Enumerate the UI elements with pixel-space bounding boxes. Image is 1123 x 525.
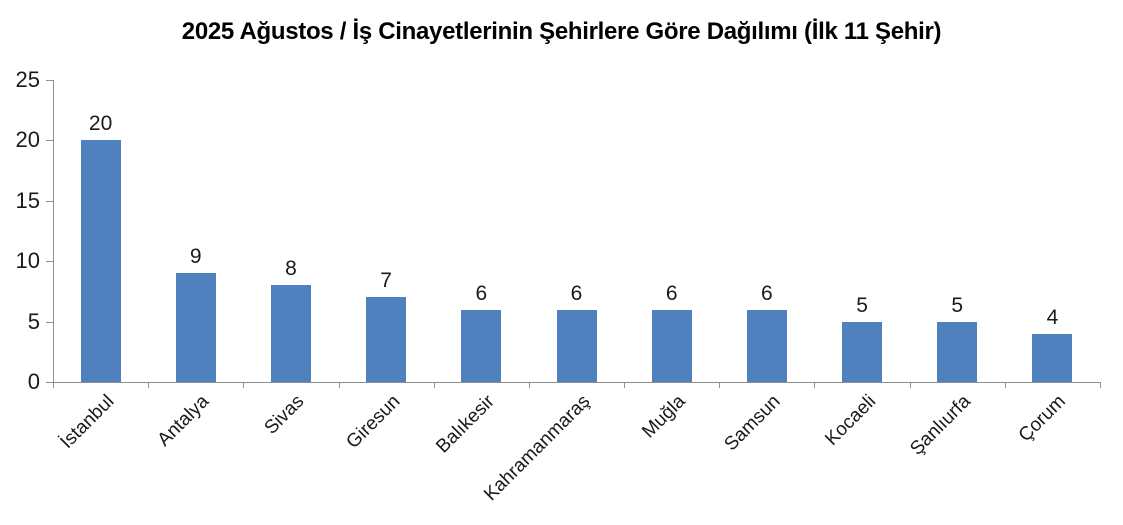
bar bbox=[746, 309, 787, 382]
x-category-label-text: Antalya bbox=[153, 391, 214, 451]
x-tick bbox=[528, 382, 530, 388]
x-tick bbox=[624, 382, 626, 388]
x-category-label-text: Çorum bbox=[1015, 391, 1071, 447]
y-tick bbox=[46, 261, 53, 263]
x-category-label-text: Muğla bbox=[638, 391, 690, 443]
x-tick bbox=[719, 382, 721, 388]
bar bbox=[80, 140, 121, 382]
x-tick bbox=[433, 382, 435, 388]
bar-value-label: 9 bbox=[189, 245, 202, 269]
x-axis-line bbox=[53, 382, 1101, 383]
bar-value-label: 6 bbox=[475, 281, 488, 305]
y-axis-line bbox=[53, 80, 54, 383]
x-category-label-text: Balıkesir bbox=[432, 391, 500, 458]
x-tick bbox=[243, 382, 245, 388]
y-tick bbox=[46, 80, 53, 81]
bar-value-label: 20 bbox=[88, 112, 113, 136]
bar bbox=[270, 285, 311, 382]
bar-value-label: 4 bbox=[1046, 305, 1059, 329]
y-tick-label: 0 bbox=[27, 369, 40, 394]
y-tick bbox=[46, 200, 53, 202]
bar bbox=[366, 297, 407, 382]
y-tick-label: 15 bbox=[15, 187, 40, 213]
x-category-label-text: Şanlıurfa bbox=[906, 391, 976, 460]
y-tick-label: 25 bbox=[15, 67, 40, 92]
x-tick bbox=[814, 382, 816, 388]
x-tick bbox=[148, 382, 150, 388]
bar-value-label: 6 bbox=[761, 281, 773, 305]
x-tick bbox=[338, 382, 340, 388]
x-tick bbox=[909, 382, 911, 388]
y-tick bbox=[46, 140, 53, 142]
x-category-label-text: Kocaeli bbox=[820, 391, 880, 450]
bar bbox=[842, 321, 883, 382]
x-category-label-text: Giresun bbox=[342, 391, 404, 453]
x-tick bbox=[53, 382, 54, 388]
bar-value-label: 6 bbox=[665, 281, 678, 305]
chart-title: 2025 Ağustos / İş Cinayetlerinin Şehirle… bbox=[181, 18, 942, 45]
y-tick-label: 5 bbox=[27, 308, 40, 334]
bar-value-label: 8 bbox=[285, 257, 297, 281]
bar bbox=[461, 309, 502, 382]
bar bbox=[175, 273, 216, 382]
bar bbox=[937, 321, 978, 382]
bar-value-label: 6 bbox=[570, 281, 583, 305]
bar bbox=[651, 309, 692, 382]
bar-value-label: 5 bbox=[856, 293, 868, 317]
bar bbox=[556, 309, 597, 382]
y-tick-label: 20 bbox=[15, 127, 40, 153]
y-tick-label: 10 bbox=[15, 248, 40, 274]
bar bbox=[1032, 333, 1073, 382]
x-tick bbox=[1100, 382, 1101, 388]
x-category-label-text: Samsun bbox=[720, 391, 785, 456]
bar-value-label: 5 bbox=[951, 293, 964, 317]
y-tick bbox=[46, 382, 53, 383]
x-tick bbox=[1004, 382, 1006, 388]
bar-value-label: 7 bbox=[380, 269, 392, 293]
x-category-label-text: Sivas bbox=[261, 391, 309, 439]
x-category-label-text: İstanbul bbox=[56, 391, 119, 453]
y-tick bbox=[46, 321, 53, 323]
